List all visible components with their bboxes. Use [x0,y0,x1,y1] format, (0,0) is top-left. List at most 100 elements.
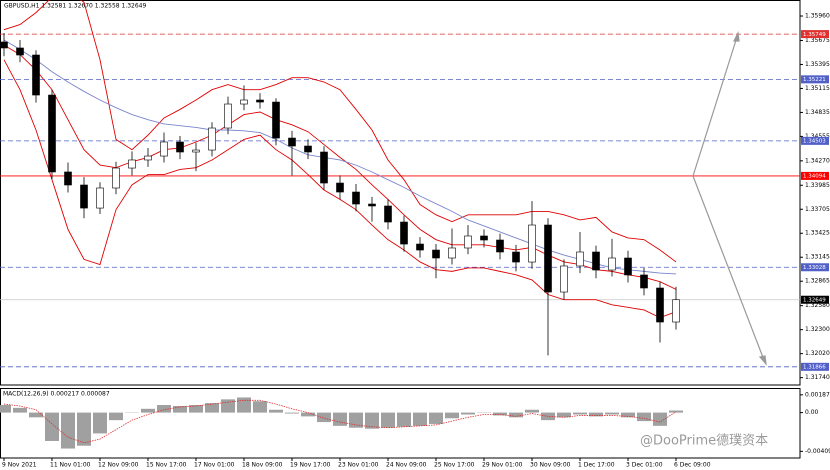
level-label: 1.34503 [803,139,826,145]
candle-body [608,257,616,271]
x-tick-label: 1 Dec 17:00 [578,462,615,469]
candle-body [656,287,664,323]
macd-bar [557,412,571,418]
candle-body [64,171,72,186]
macd-bar [205,403,219,413]
macd-bar [445,412,459,419]
arrow-head [758,355,767,366]
candle-body [224,103,232,129]
signal-line [3,399,677,444]
y-tick-label: 1.35675 [805,37,830,44]
indicator-line [3,39,677,275]
level-tag [801,30,829,39]
candle-body [0,41,8,49]
candle-body [48,94,56,173]
level-tag [801,263,829,272]
macd-bar [429,412,443,424]
macd-bar [573,412,587,415]
macd-bar [93,412,107,434]
candle-body [624,257,632,276]
x-tick-label: 15 Nov 17:00 [146,462,187,469]
macd-bar [589,412,603,417]
level-tag [801,75,829,84]
candle-body [288,137,296,147]
level-tag [801,295,829,304]
macd-bar [301,412,315,417]
macd-bar [621,412,635,418]
level-tag [801,136,829,145]
macd-frame [0,388,801,459]
macd-bar [669,410,683,413]
macd-bar [493,412,507,416]
macd-bar [253,401,267,413]
candle-body [320,151,328,184]
candle-body [112,167,120,189]
level-label: 1.33028 [803,265,826,271]
macd-bar [397,412,411,427]
candle-body [336,182,344,193]
level-label: 1.35221 [803,77,826,83]
macd-bar [141,408,155,413]
macd-bar [29,412,43,418]
candle-body [96,187,104,209]
y-tick-label: 1.33985 [805,182,830,189]
candle-body [352,191,360,205]
macd-bar [45,412,59,441]
candle-body [592,251,600,271]
y-tick-label: 1.33145 [805,254,830,261]
macd-bar [269,409,283,413]
arrow-down [692,175,765,361]
candle-body [304,145,312,153]
y-tick-label: 1.35395 [805,61,830,68]
x-tick-label: 29 Nov 01:00 [482,462,523,469]
x-tick-label: 25 Nov 17:00 [434,462,475,469]
forecast-arrows [692,30,767,366]
candle-body [512,251,520,263]
level-tag [801,362,829,371]
y-tick-label: 1.31740 [805,374,830,381]
y-tick-label: 0.00 [805,409,819,416]
macd-bar [237,397,251,413]
watermark: @DooPrime德璞资本 [640,434,768,449]
y-tick-label: 1.32300 [805,326,830,333]
x-tick-label: 3 Dec 01:00 [626,462,663,469]
indicator-line [3,0,677,263]
candle-body [560,265,568,293]
x-tick-label: 18 Nov 09:00 [242,462,283,469]
x-tick-label: 17 Nov 01:00 [194,462,235,469]
x-tick-label: 19 Nov 17:00 [290,462,331,469]
macd-bar [77,412,91,446]
x-tick-label: 30 Nov 09:00 [530,462,571,469]
x-tick-label: 23 Nov 01:00 [338,462,379,469]
candle-body [368,203,376,207]
macd-bar [157,405,171,413]
macd-bar [13,407,27,413]
macd-bar [61,412,75,449]
x-tick-label: 9 Nov 2021 [2,462,37,469]
macd-bar [365,412,379,429]
y-tick-label: 1.33705 [805,206,830,213]
y-tick-label: 1.35115 [805,85,830,92]
macd-header: MACD(12,26,9) 0.000217 0.000087 [3,391,110,398]
macd-bar [109,412,123,421]
candle-body [176,141,184,153]
candle-body [32,54,40,96]
candle-body [672,299,680,323]
macd-bar [0,405,11,413]
candle-body [496,239,504,253]
macd-bar [349,412,363,428]
arrow-head [733,30,740,42]
candle-body [400,221,408,245]
y-tick-label: 1.32580 [805,302,830,309]
candle-body [128,159,136,169]
x-tick-label: 12 Nov 09:00 [98,462,139,469]
candle-body [528,224,536,263]
candle-body [576,251,584,267]
symbol-header: GBPUSD,H1 1.32581 1.32670 1.32558 1.3264… [4,3,146,10]
y-tick-label: 1.33425 [805,230,830,237]
macd-bar [333,412,347,426]
macd-bar [509,412,523,418]
y-tick-label: 1.34555 [805,133,830,140]
